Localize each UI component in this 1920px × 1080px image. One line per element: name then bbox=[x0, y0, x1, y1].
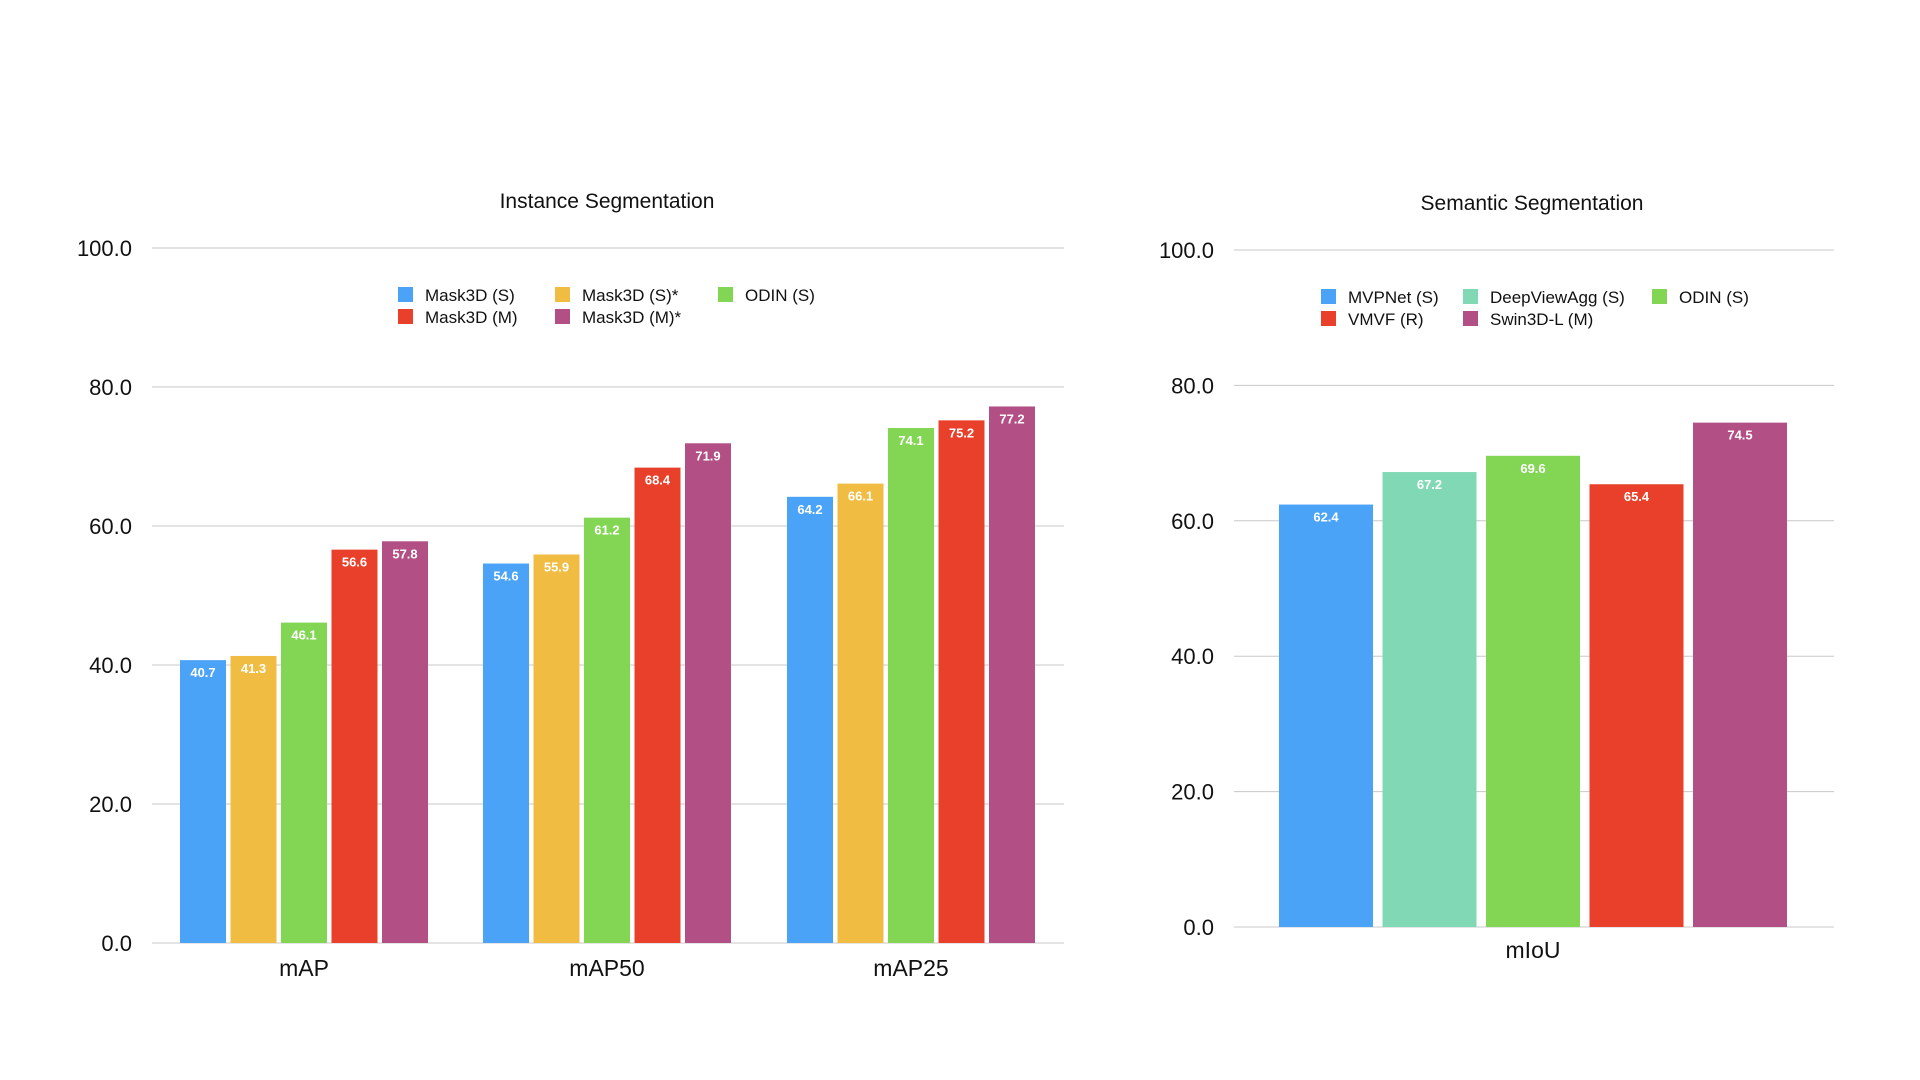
y-tick-label: 0.0 bbox=[1183, 915, 1214, 940]
legend-label: Mask3D (S) bbox=[425, 286, 515, 305]
y-tick-label: 100.0 bbox=[1159, 238, 1214, 263]
category-label: mIoU bbox=[1506, 937, 1561, 963]
legend-label: Mask3D (S)* bbox=[582, 286, 679, 305]
legend-label: MVPNet (S) bbox=[1348, 288, 1439, 307]
bar-value-label: 62.4 bbox=[1313, 510, 1339, 525]
y-tick-label: 20.0 bbox=[89, 792, 132, 817]
bar-value-label: 74.5 bbox=[1727, 428, 1752, 443]
bar-value-label: 71.9 bbox=[695, 448, 720, 463]
legend-label: DeepViewAgg (S) bbox=[1490, 288, 1625, 307]
y-tick-label: 40.0 bbox=[1171, 644, 1214, 669]
legend-label: ODIN (S) bbox=[1679, 288, 1749, 307]
bar bbox=[180, 660, 226, 943]
bar-value-label: 56.6 bbox=[342, 555, 367, 570]
legend-swatch bbox=[1463, 311, 1478, 326]
legend-swatch bbox=[718, 287, 733, 302]
chart-1: Semantic Segmentation 0.0 20.0 40.0 60.0 80.0… bbox=[1159, 192, 1834, 963]
y-tick-label: 80.0 bbox=[89, 375, 132, 400]
bar-value-label: 66.1 bbox=[848, 489, 873, 504]
legend-swatch bbox=[1321, 289, 1336, 304]
legend-label: Mask3D (M)* bbox=[582, 308, 682, 327]
bar-value-label: 41.3 bbox=[241, 661, 266, 676]
bar bbox=[938, 420, 985, 943]
legend: Mask3D (S) Mask3D (S)* ODIN (S) Mask3D (M) M… bbox=[398, 286, 815, 327]
bar-value-label: 46.1 bbox=[291, 628, 316, 643]
bar-value-label: 65.4 bbox=[1624, 489, 1650, 504]
y-tick-label: 60.0 bbox=[1171, 509, 1214, 534]
bar-value-label: 77.2 bbox=[999, 411, 1024, 426]
chart-0: Instance Segmentation 0.0 20.0 40.0 60.0 80.0… bbox=[77, 190, 1064, 981]
legend-label: Mask3D (M) bbox=[425, 308, 518, 327]
bar bbox=[1693, 422, 1787, 927]
y-tick-label: 40.0 bbox=[89, 653, 132, 678]
bar bbox=[331, 549, 378, 943]
bar bbox=[584, 517, 630, 943]
bar-value-label: 67.2 bbox=[1417, 477, 1442, 492]
bar bbox=[1589, 484, 1684, 927]
y-tick-label: 20.0 bbox=[1171, 780, 1214, 805]
category-label: mAP25 bbox=[873, 955, 948, 981]
bar bbox=[634, 467, 681, 943]
bar-value-label: 40.7 bbox=[190, 665, 215, 680]
bar bbox=[787, 496, 833, 943]
y-tick-label: 80.0 bbox=[1171, 373, 1214, 398]
legend-swatch bbox=[398, 287, 413, 302]
bar bbox=[685, 443, 731, 943]
y-tick-label: 60.0 bbox=[89, 514, 132, 539]
legend-label: Swin3D-L (M) bbox=[1490, 310, 1593, 329]
legend-swatch bbox=[1652, 289, 1667, 304]
category-label: mAP50 bbox=[569, 955, 644, 981]
bar-value-label: 74.1 bbox=[898, 433, 923, 448]
bar bbox=[483, 563, 529, 943]
y-tick-label: 0.0 bbox=[101, 931, 132, 956]
legend-swatch bbox=[555, 309, 570, 324]
bar bbox=[1382, 472, 1477, 927]
bar bbox=[281, 622, 327, 943]
legend: MVPNet (S) DeepViewAgg (S) ODIN (S) VMVF (R… bbox=[1321, 288, 1749, 329]
bar-value-label: 54.6 bbox=[493, 569, 518, 584]
bar-value-label: 75.2 bbox=[949, 425, 974, 440]
category-label: mAP bbox=[279, 955, 329, 981]
bar bbox=[382, 541, 428, 943]
bar bbox=[533, 554, 580, 943]
bar-value-label: 55.9 bbox=[544, 559, 569, 574]
y-tick-label: 100.0 bbox=[77, 236, 132, 261]
legend-label: ODIN (S) bbox=[745, 286, 815, 305]
bar bbox=[989, 406, 1035, 944]
bar bbox=[1279, 504, 1373, 927]
chart-title: Semantic Segmentation bbox=[1421, 192, 1644, 215]
bar-value-label: 64.2 bbox=[797, 502, 822, 517]
bar bbox=[837, 483, 884, 943]
bar bbox=[888, 428, 934, 943]
bar-value-label: 61.2 bbox=[594, 523, 619, 538]
legend-swatch bbox=[1321, 311, 1336, 326]
bar bbox=[1486, 455, 1580, 927]
bar-value-label: 69.6 bbox=[1520, 461, 1545, 476]
legend-label: VMVF (R) bbox=[1348, 310, 1424, 329]
bar-value-label: 68.4 bbox=[645, 473, 671, 488]
legend-swatch bbox=[555, 287, 570, 302]
legend-swatch bbox=[1463, 289, 1478, 304]
bar bbox=[230, 655, 277, 943]
chart-title: Instance Segmentation bbox=[500, 190, 715, 213]
bar-value-label: 57.8 bbox=[392, 546, 417, 561]
legend-swatch bbox=[398, 309, 413, 324]
